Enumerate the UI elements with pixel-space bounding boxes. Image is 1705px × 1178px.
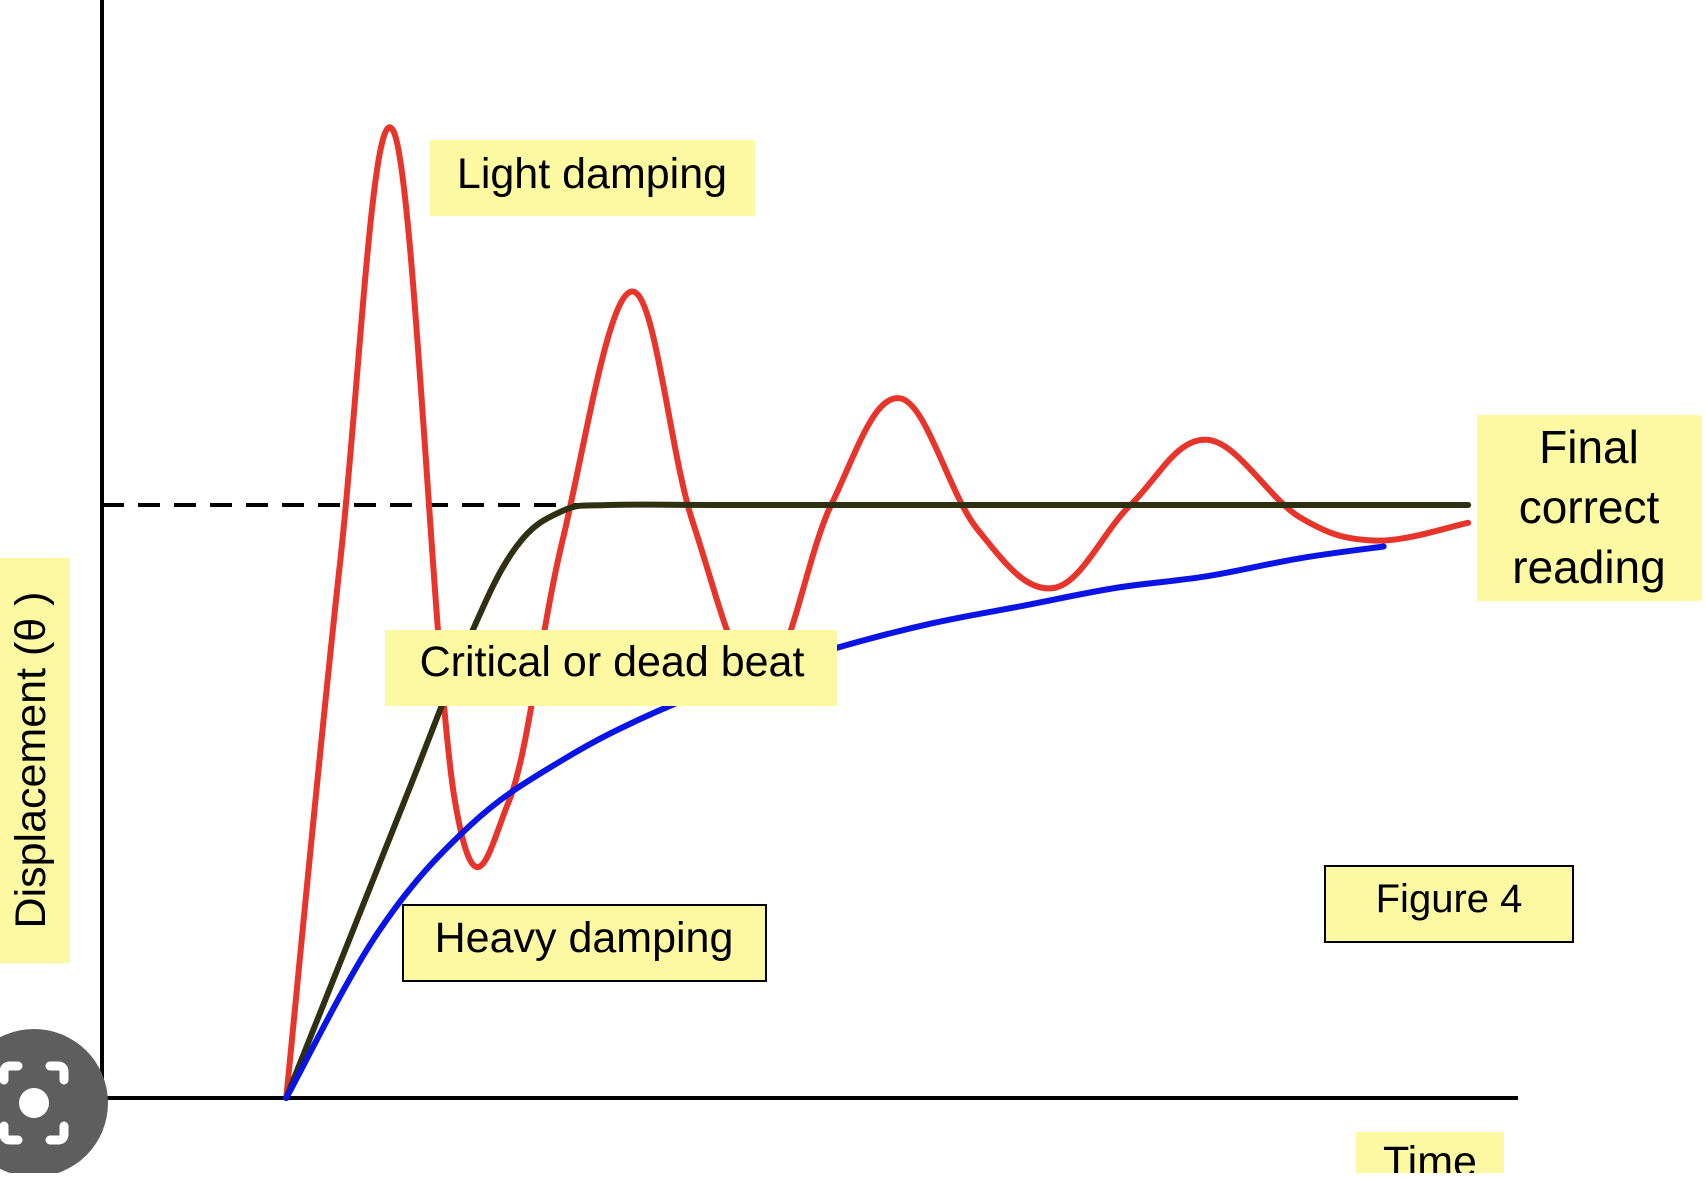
y-axis-label: Displacement (θ ) — [0, 558, 70, 963]
critical-damping-line — [283, 501, 1472, 1101]
final-reading-line-1: Final — [1539, 421, 1639, 473]
lens-icon[interactable] — [0, 1029, 108, 1177]
figure-label: Figure 4 — [1324, 865, 1574, 943]
figure-label-text: Figure 4 — [1376, 877, 1523, 921]
final-reading-line-2: correct — [1519, 481, 1660, 533]
heavy-damping-label: Heavy damping — [402, 904, 767, 982]
x-axis-label: Time — [1356, 1132, 1504, 1178]
heavy-damping-line — [283, 543, 1387, 1101]
y-axis-label-text: Displacement (θ ) — [7, 592, 55, 929]
light-damping-label-text: Light damping — [457, 150, 727, 198]
light-damping-line — [283, 124, 1472, 1101]
final-reading-label: Final correct reading — [1477, 415, 1702, 601]
critical-damping-label-text: Critical or dead beat — [420, 638, 805, 686]
critical-damping-label: Critical or dead beat — [385, 630, 837, 706]
heavy-damping-label-text: Heavy damping — [435, 914, 734, 962]
light-damping-label: Light damping — [430, 140, 755, 216]
final-reading-line-3: reading — [1512, 541, 1665, 593]
x-axis-label-text: Time — [1383, 1138, 1477, 1173]
